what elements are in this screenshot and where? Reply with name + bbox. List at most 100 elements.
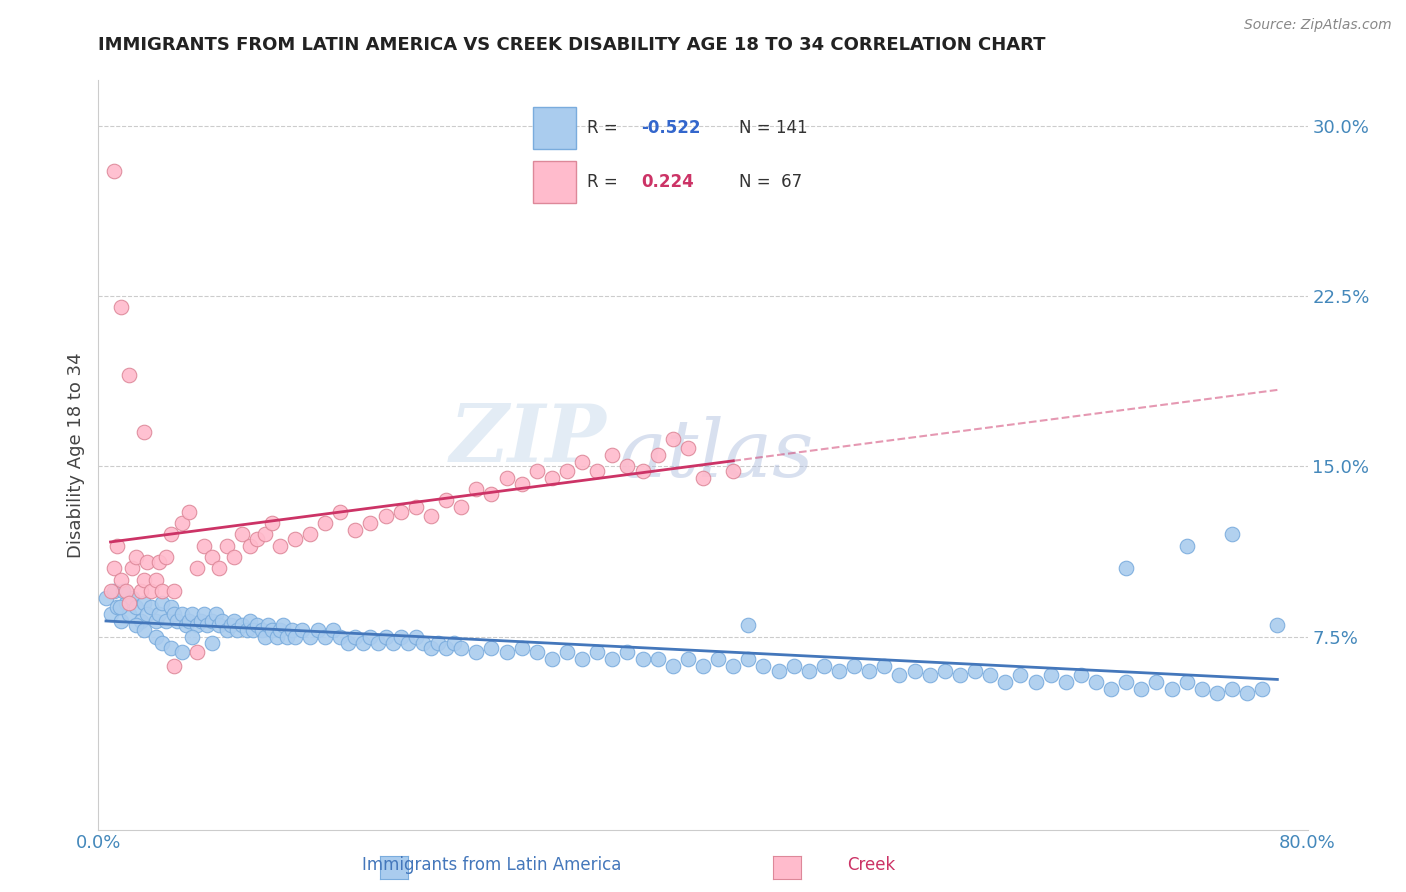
Point bbox=[1039, 668, 1062, 682]
Point bbox=[1220, 527, 1243, 541]
Point bbox=[174, 618, 197, 632]
Point bbox=[1175, 675, 1198, 690]
Point bbox=[510, 477, 533, 491]
Point bbox=[602, 652, 624, 666]
Point bbox=[934, 664, 956, 678]
Point bbox=[110, 614, 132, 628]
Point bbox=[145, 573, 167, 587]
Point bbox=[105, 600, 128, 615]
Point bbox=[262, 516, 284, 530]
Point bbox=[405, 630, 427, 644]
Point bbox=[329, 630, 352, 644]
Point bbox=[314, 516, 336, 530]
Point bbox=[374, 509, 396, 524]
Point bbox=[190, 614, 212, 628]
Point bbox=[510, 640, 533, 655]
Point bbox=[344, 523, 367, 537]
Point bbox=[181, 630, 204, 644]
Point bbox=[141, 584, 163, 599]
Point bbox=[224, 614, 246, 628]
Point bbox=[246, 532, 269, 546]
Point bbox=[676, 652, 699, 666]
Point bbox=[181, 607, 204, 621]
Point bbox=[163, 584, 186, 599]
Point bbox=[661, 659, 683, 673]
Point bbox=[150, 595, 173, 609]
Text: Source: ZipAtlas.com: Source: ZipAtlas.com bbox=[1244, 18, 1392, 32]
Point bbox=[329, 505, 352, 519]
Point bbox=[918, 668, 941, 682]
Point bbox=[571, 455, 593, 469]
Point bbox=[193, 607, 215, 621]
Point bbox=[253, 527, 276, 541]
Point bbox=[481, 486, 503, 500]
Point bbox=[186, 561, 208, 575]
Point bbox=[253, 630, 276, 644]
Point bbox=[307, 623, 329, 637]
Point bbox=[215, 539, 238, 553]
Point bbox=[103, 561, 125, 575]
Point bbox=[647, 652, 669, 666]
Point bbox=[155, 550, 177, 565]
Point bbox=[211, 614, 233, 628]
Point bbox=[239, 614, 262, 628]
Point bbox=[163, 607, 186, 621]
Point bbox=[132, 573, 155, 587]
Text: ZIP: ZIP bbox=[450, 401, 606, 479]
Point bbox=[555, 645, 578, 659]
Point bbox=[132, 595, 155, 609]
Point bbox=[201, 550, 224, 565]
Text: IMMIGRANTS FROM LATIN AMERICA VS CREEK DISABILITY AGE 18 TO 34 CORRELATION CHART: IMMIGRANTS FROM LATIN AMERICA VS CREEK D… bbox=[98, 36, 1046, 54]
Point bbox=[314, 630, 336, 644]
Point bbox=[170, 645, 193, 659]
Point bbox=[723, 464, 745, 478]
Point bbox=[1115, 561, 1137, 575]
Text: Immigrants from Latin America: Immigrants from Latin America bbox=[363, 856, 621, 874]
Point bbox=[170, 516, 193, 530]
Point bbox=[205, 607, 228, 621]
Point bbox=[160, 527, 183, 541]
Point bbox=[118, 595, 141, 609]
Point bbox=[269, 539, 291, 553]
Point bbox=[352, 636, 374, 650]
Point bbox=[586, 464, 609, 478]
Point bbox=[1251, 681, 1274, 696]
Point bbox=[360, 630, 382, 644]
Point bbox=[692, 470, 714, 484]
Point bbox=[145, 614, 167, 628]
Point bbox=[242, 623, 264, 637]
Point bbox=[262, 623, 284, 637]
Point bbox=[797, 664, 820, 678]
Point bbox=[125, 618, 148, 632]
Point bbox=[752, 659, 775, 673]
Point bbox=[443, 636, 465, 650]
Point bbox=[616, 645, 638, 659]
Point bbox=[132, 623, 155, 637]
Point bbox=[129, 584, 152, 599]
Point bbox=[284, 630, 307, 644]
Point bbox=[873, 659, 896, 673]
Point bbox=[965, 664, 987, 678]
Point bbox=[291, 623, 314, 637]
Point bbox=[208, 618, 231, 632]
Point bbox=[647, 448, 669, 462]
Point bbox=[396, 636, 419, 650]
Point bbox=[224, 550, 246, 565]
Point bbox=[465, 482, 488, 496]
Point bbox=[148, 555, 170, 569]
Point bbox=[783, 659, 806, 673]
Y-axis label: Disability Age 18 to 34: Disability Age 18 to 34 bbox=[66, 352, 84, 558]
Point bbox=[160, 600, 183, 615]
Point bbox=[155, 614, 177, 628]
Point bbox=[111, 584, 134, 599]
Point bbox=[367, 636, 389, 650]
Point bbox=[420, 640, 443, 655]
Point bbox=[276, 630, 298, 644]
Point bbox=[768, 664, 790, 678]
Point bbox=[737, 652, 759, 666]
Point bbox=[163, 659, 186, 673]
Point bbox=[118, 607, 141, 621]
Point bbox=[420, 509, 443, 524]
Point bbox=[118, 368, 141, 383]
Point bbox=[246, 618, 269, 632]
